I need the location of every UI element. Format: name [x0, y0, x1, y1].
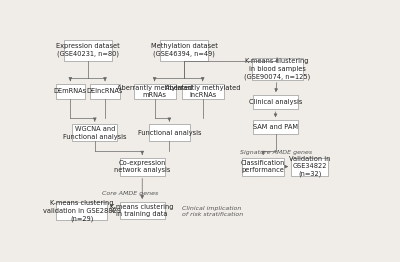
- Text: K-means clustering
in blood samples
(GSE90074, n=125): K-means clustering in blood samples (GSE…: [244, 58, 310, 79]
- FancyBboxPatch shape: [242, 157, 284, 176]
- Text: Aberrantly methylated
mRNAs: Aberrantly methylated mRNAs: [117, 85, 192, 98]
- Text: DElncRNAs: DElncRNAs: [87, 89, 123, 95]
- Text: Core AMDE genes: Core AMDE genes: [102, 191, 159, 196]
- FancyBboxPatch shape: [56, 84, 85, 99]
- Text: Clinical analysis: Clinical analysis: [249, 99, 302, 105]
- FancyBboxPatch shape: [56, 202, 107, 220]
- FancyBboxPatch shape: [253, 120, 298, 134]
- Text: Co-expression
network analysis: Co-expression network analysis: [114, 160, 170, 173]
- FancyBboxPatch shape: [120, 202, 165, 219]
- FancyBboxPatch shape: [64, 40, 112, 61]
- FancyBboxPatch shape: [149, 124, 190, 141]
- Text: Signature AMDE genes: Signature AMDE genes: [240, 150, 312, 155]
- FancyBboxPatch shape: [72, 124, 117, 141]
- FancyBboxPatch shape: [182, 84, 224, 99]
- FancyBboxPatch shape: [90, 84, 120, 99]
- FancyBboxPatch shape: [252, 58, 303, 80]
- Text: Validation in
GSE34822
(n=32): Validation in GSE34822 (n=32): [289, 156, 330, 177]
- Text: Aberrantly methylated
lncRNAs: Aberrantly methylated lncRNAs: [165, 85, 240, 98]
- Text: SAM and PAM: SAM and PAM: [253, 124, 298, 130]
- Text: Methylation dataset
(GSE46394, n=49): Methylation dataset (GSE46394, n=49): [151, 43, 218, 57]
- FancyBboxPatch shape: [291, 157, 328, 176]
- Text: K-means clustering
validation in GSE28829
(n=29): K-means clustering validation in GSE2882…: [43, 200, 121, 222]
- Text: Expression dataset
(GSE40231, n=80): Expression dataset (GSE40231, n=80): [56, 43, 120, 57]
- Text: Classification
performance: Classification performance: [241, 160, 285, 173]
- FancyBboxPatch shape: [120, 157, 165, 176]
- FancyBboxPatch shape: [253, 95, 298, 109]
- Text: DEmRNAs: DEmRNAs: [54, 89, 87, 95]
- Text: Functional analysis: Functional analysis: [138, 130, 201, 136]
- Text: K-means clustering
in training data: K-means clustering in training data: [110, 204, 174, 217]
- Text: Clinical implication
of risk stratification: Clinical implication of risk stratificat…: [182, 206, 243, 217]
- FancyBboxPatch shape: [134, 84, 176, 99]
- Text: WGCNA and
Functional analysis: WGCNA and Functional analysis: [63, 126, 126, 140]
- FancyBboxPatch shape: [160, 40, 208, 61]
